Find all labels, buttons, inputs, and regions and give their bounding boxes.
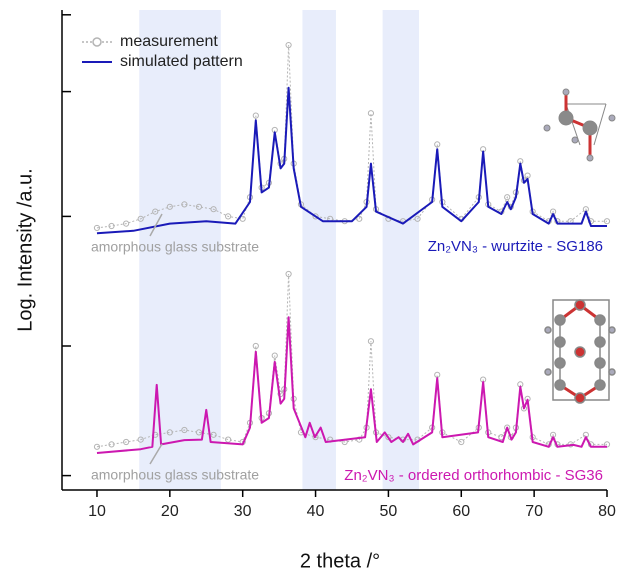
x-tick-label: 30 bbox=[234, 503, 252, 520]
x-tick-label: 20 bbox=[161, 503, 179, 520]
orthorhombic-structure-icon bbox=[545, 300, 615, 403]
x-tick-label: 50 bbox=[380, 503, 398, 520]
wurtzite-structure-icon bbox=[544, 89, 615, 161]
page: amorphous glass substrate Zn₂VN₃ - wurtz… bbox=[0, 0, 620, 579]
annotation: Zn₂VN₃ - ordered orthorhombic - SG36 bbox=[344, 467, 603, 484]
x-tick-label: 10 bbox=[88, 503, 106, 520]
legend-label: simulated pattern bbox=[120, 53, 243, 70]
measurement-point bbox=[226, 437, 231, 442]
legend-swatch bbox=[93, 38, 101, 46]
x-tick-label: 70 bbox=[525, 503, 543, 520]
annotation: amorphous glass substrate bbox=[91, 239, 259, 255]
highlight-band bbox=[302, 10, 336, 490]
annotation: amorphous glass substrate bbox=[91, 467, 259, 483]
annotation: Zn₂VN₃ - wurtzite - SG186 bbox=[428, 238, 603, 255]
x-tick-label: 60 bbox=[452, 503, 470, 520]
chart: amorphous glass substrate Zn₂VN₃ - wurtz… bbox=[0, 0, 620, 579]
highlight-band bbox=[383, 10, 419, 490]
legend-label: measurement bbox=[120, 33, 218, 50]
x-axis-label: 2 theta /° bbox=[300, 550, 380, 572]
x-tick-label: 40 bbox=[307, 503, 325, 520]
y-axis-label: Log. Intensity /a.u. bbox=[14, 168, 36, 331]
x-tick-label: 80 bbox=[598, 503, 616, 520]
